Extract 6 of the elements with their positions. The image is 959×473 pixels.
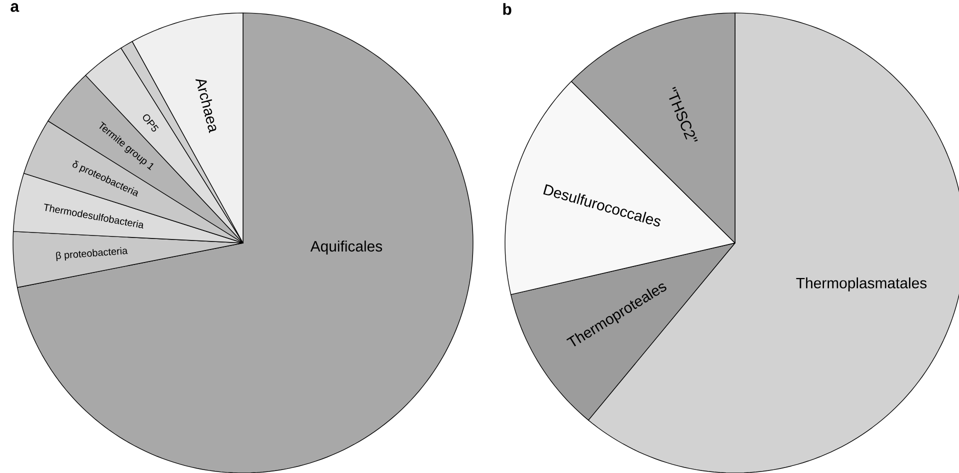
slice-label: β proteobacteria: [56, 247, 128, 262]
chart-title: b: [503, 3, 512, 15]
slice-label: Thermoplasmatales: [796, 277, 927, 292]
chart-title: a: [10, 3, 20, 12]
slice-label: Aquificales: [310, 240, 382, 255]
slice-label: Archaea: [195, 79, 216, 134]
